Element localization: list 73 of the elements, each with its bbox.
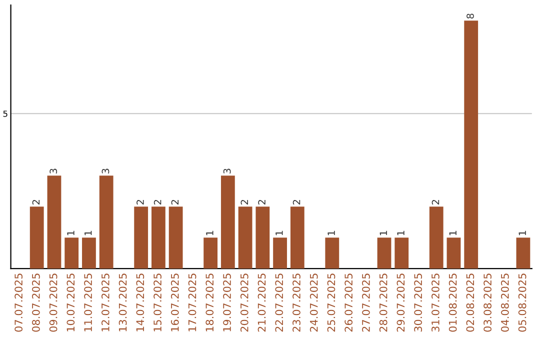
y-tick-label: 5	[3, 110, 8, 117]
x-tick-label: 10.07.2025	[66, 274, 75, 332]
x-tick-label: 04.08.2025	[500, 274, 509, 332]
x-tick-label: 17.07.2025	[188, 274, 196, 332]
x-tick-label: 20.07.2025	[240, 274, 248, 332]
x-tick-label: 22.07.2025	[275, 274, 284, 332]
bar	[168, 206, 183, 269]
data-label: 8	[466, 14, 474, 19]
bar	[82, 238, 96, 269]
data-label: 2	[171, 200, 178, 204]
data-label: 2	[292, 200, 300, 204]
x-tick-label: 30.07.2025	[414, 274, 422, 332]
bar	[238, 206, 252, 269]
x-tick-label: 25.07.2025	[327, 274, 336, 332]
x-tick-label: 03.08.2025	[484, 274, 492, 332]
x-tick-label: 26.07.2025	[344, 274, 353, 332]
data-label: 1	[84, 230, 92, 236]
x-tick-label: 09.07.2025	[49, 274, 58, 332]
x-tick-label: 28.07.2025	[379, 274, 388, 332]
x-tick-label: 29.07.2025	[396, 274, 405, 332]
x-tick-label: 13.07.2025	[118, 274, 127, 332]
data-label: 3	[223, 168, 231, 174]
bar	[516, 238, 530, 269]
data-label: 1	[206, 230, 214, 236]
bar	[464, 20, 478, 269]
x-tick-label: 19.07.2025	[223, 274, 231, 332]
data-label: 1	[518, 230, 526, 236]
bar	[220, 176, 235, 269]
bar	[204, 238, 218, 269]
x-tick-label: 31.07.2025	[432, 274, 440, 332]
bar	[134, 206, 148, 269]
x-tick-label: 27.07.2025	[362, 274, 370, 332]
data-label: 2	[432, 200, 440, 204]
data-label: 1	[397, 230, 404, 236]
bar	[256, 206, 270, 269]
x-tick-label: 01.08.2025	[448, 274, 457, 332]
bar	[30, 206, 44, 269]
data-label: 1	[67, 230, 74, 236]
x-tick-label: 21.07.2025	[258, 274, 266, 332]
data-label: 1	[328, 230, 335, 236]
data-label: 1	[380, 230, 387, 236]
x-tick-label: 18.07.2025	[206, 274, 214, 332]
x-tick-label: 12.07.2025	[101, 274, 110, 332]
bar	[325, 238, 340, 269]
data-label: 2	[136, 200, 144, 204]
data-label: 3	[102, 168, 110, 174]
data-label: 2	[240, 200, 248, 204]
bar	[64, 238, 79, 269]
data-label: 2	[154, 200, 162, 204]
x-tick-label: 08.07.2025	[32, 274, 40, 332]
x-tick-label: 23.07.2025	[292, 274, 300, 332]
bar	[47, 176, 62, 269]
x-tick-label: 14.07.2025	[136, 274, 144, 332]
data-label: 1	[276, 230, 283, 236]
x-tick-label: 24.07.2025	[310, 274, 318, 332]
x-tick-label: 02.08.2025	[466, 274, 474, 332]
bar	[429, 206, 444, 269]
bar	[99, 176, 114, 269]
data-label: 2	[32, 200, 40, 204]
x-tick-label: 07.07.2025	[14, 274, 23, 332]
x-tick-label: 16.07.2025	[170, 274, 179, 332]
data-label: 2	[258, 200, 266, 204]
bar	[273, 238, 287, 269]
data-label: 3	[50, 168, 58, 174]
x-tick-label: 05.08.2025	[518, 274, 526, 332]
x-tick-label: 15.07.2025	[154, 274, 162, 332]
bar	[446, 238, 461, 269]
bar	[151, 206, 166, 269]
data-label: 1	[449, 230, 456, 236]
bar	[377, 238, 392, 269]
bar	[290, 206, 304, 269]
bar	[394, 238, 409, 269]
x-tick-label: 11.07.2025	[84, 274, 92, 332]
